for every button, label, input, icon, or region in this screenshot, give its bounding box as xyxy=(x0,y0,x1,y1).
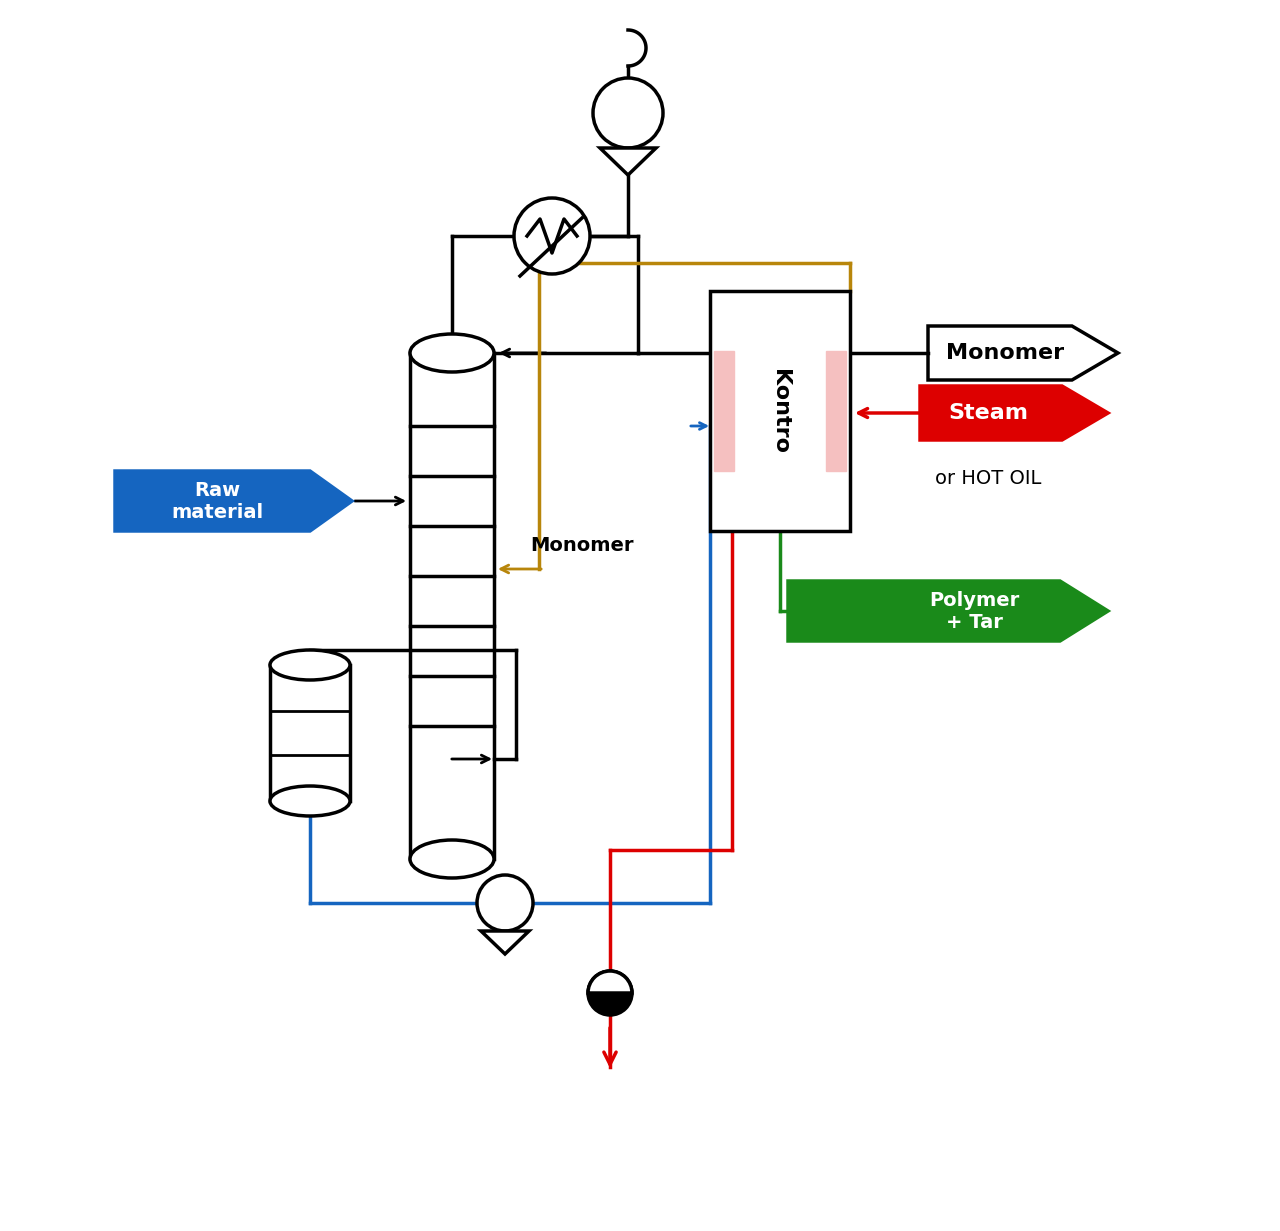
Text: Kontro: Kontro xyxy=(771,368,790,453)
Circle shape xyxy=(515,198,590,275)
Text: Steam: Steam xyxy=(948,403,1028,423)
Ellipse shape xyxy=(270,787,349,816)
Text: Polymer
+ Tar: Polymer + Tar xyxy=(929,591,1019,632)
Polygon shape xyxy=(788,581,1108,641)
Polygon shape xyxy=(920,387,1108,439)
Polygon shape xyxy=(115,471,352,531)
Polygon shape xyxy=(481,931,529,954)
Text: Monomer: Monomer xyxy=(530,535,634,555)
Polygon shape xyxy=(600,148,657,175)
Text: Monomer: Monomer xyxy=(946,343,1064,363)
Text: Raw
material: Raw material xyxy=(172,480,264,522)
Bar xyxy=(714,351,733,471)
Circle shape xyxy=(477,875,532,931)
Wedge shape xyxy=(588,971,632,993)
Ellipse shape xyxy=(270,650,349,680)
Bar xyxy=(826,351,846,471)
Circle shape xyxy=(593,78,663,148)
Ellipse shape xyxy=(410,334,494,372)
Circle shape xyxy=(588,971,632,1016)
Text: or HOT OIL: or HOT OIL xyxy=(934,469,1041,487)
Ellipse shape xyxy=(410,840,494,878)
Bar xyxy=(710,291,850,531)
